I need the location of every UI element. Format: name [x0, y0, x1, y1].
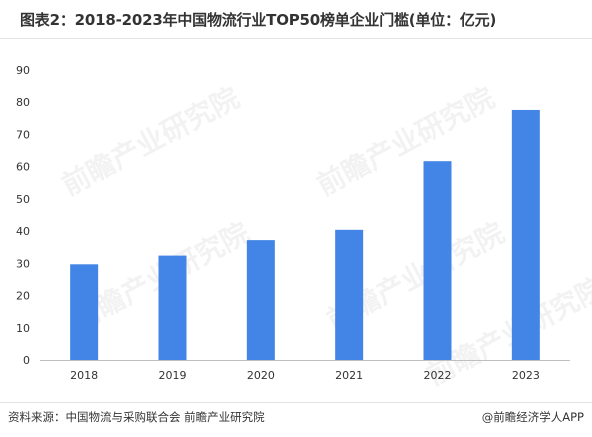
y-tick-label: 10	[16, 322, 30, 335]
x-tick-label: 2021	[335, 369, 363, 382]
watermark-layer: 前瞻产业研究院前瞻产业研究院前瞻产业研究院前瞻产业研究院前瞻产业研究院	[56, 81, 592, 392]
y-tick-label: 50	[16, 193, 30, 206]
y-tick-label: 80	[16, 96, 30, 109]
y-tick-label: 40	[16, 225, 30, 238]
watermark-text: 前瞻产业研究院	[311, 81, 500, 202]
y-tick-label: 90	[16, 64, 30, 77]
y-tick-label: 0	[23, 354, 30, 367]
x-tick-label: 2023	[512, 369, 540, 382]
bar-2020	[246, 240, 275, 360]
x-tick-label: 2020	[247, 369, 275, 382]
watermark-text: 前瞻产业研究院	[56, 81, 245, 202]
source-note: 资料来源：中国物流与采购联合会 前瞻产业研究院	[8, 410, 265, 424]
y-axis-ticks: 0 10 20 30 40 50 60 70 80 90	[16, 64, 30, 367]
title-divider	[0, 38, 592, 39]
chart-title: 图表2：2018-2023年中国物流行业TOP50榜单企业门槛(单位：亿元)	[20, 11, 497, 29]
bar-2021	[335, 229, 364, 360]
bar-2019	[158, 255, 187, 360]
footer-divider	[0, 402, 592, 403]
bar-2018	[70, 264, 99, 360]
x-tick-label: 2018	[70, 369, 98, 382]
bar-2022	[423, 161, 452, 360]
x-axis-ticks: 2018 2019 2020 2021 2022 2023	[70, 369, 540, 382]
y-tick-label: 70	[16, 128, 30, 141]
bar-chart: 前瞻产业研究院前瞻产业研究院前瞻产业研究院前瞻产业研究院前瞻产业研究院 0 10 2…	[16, 64, 592, 392]
x-tick-label: 2019	[159, 369, 187, 382]
bars	[70, 109, 540, 360]
y-tick-label: 60	[16, 161, 30, 174]
x-tick-label: 2022	[424, 369, 452, 382]
y-tick-label: 20	[16, 290, 30, 303]
app-credit: @前瞻经济学人APP	[481, 410, 584, 424]
y-tick-label: 30	[16, 257, 30, 270]
bar-2023	[511, 109, 540, 360]
